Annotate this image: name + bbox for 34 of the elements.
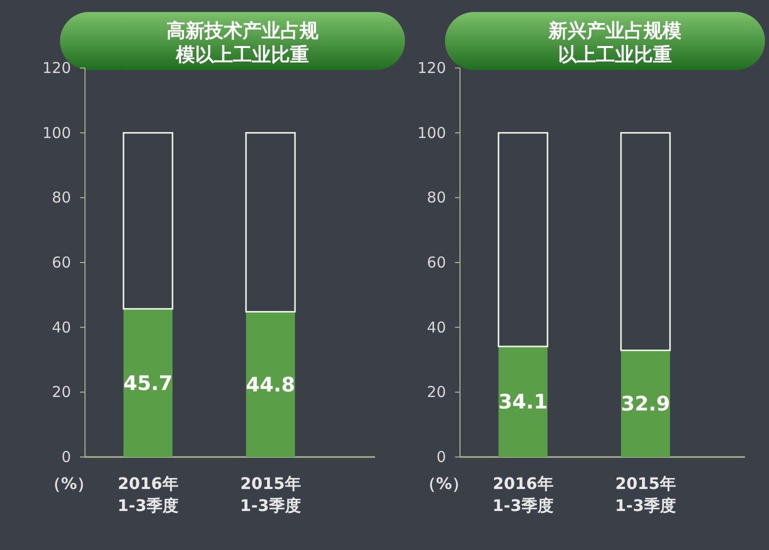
data-label: 44.8 bbox=[246, 372, 296, 396]
chart-title: 新兴产业占规模以上工业比重 bbox=[548, 20, 682, 66]
y-axis-title: （%） bbox=[45, 474, 94, 493]
y-tick-label: 20 bbox=[426, 383, 446, 402]
x-tick-label: 2015年 1-3季度 bbox=[615, 474, 676, 515]
y-tick-label: 60 bbox=[426, 254, 446, 272]
bar bbox=[620, 132, 671, 352]
x-tick-label: 2015年 1-3季度 bbox=[240, 474, 301, 515]
bar bbox=[246, 312, 295, 457]
bar bbox=[245, 132, 296, 313]
bar bbox=[498, 132, 548, 348]
chart-title: 高新技术产业占规模以上工业比重 bbox=[166, 20, 320, 66]
y-tick-label: 40 bbox=[426, 318, 446, 336]
bar bbox=[124, 308, 172, 457]
y-tick-label: 60 bbox=[52, 254, 71, 272]
bar bbox=[621, 350, 670, 457]
y-tick-label: 0 bbox=[436, 448, 446, 466]
data-label: 34.1 bbox=[498, 390, 548, 414]
x-tick-label: 2016年 1-3季度 bbox=[118, 474, 178, 515]
x-tick-label: 2016年 1-3季度 bbox=[492, 474, 554, 515]
y-tick-label: 100 bbox=[417, 124, 446, 142]
bar bbox=[498, 346, 548, 457]
y-tick-label: 120 bbox=[42, 59, 71, 77]
data-label: 45.7 bbox=[123, 370, 173, 395]
data-label: 32.9 bbox=[620, 392, 670, 416]
y-tick-label: 20 bbox=[52, 383, 71, 402]
bar bbox=[122, 132, 174, 310]
y-tick-label: 80 bbox=[426, 188, 446, 207]
y-tick-label: 0 bbox=[61, 448, 71, 466]
y-tick-label: 120 bbox=[417, 59, 446, 77]
y-tick-label: 100 bbox=[42, 124, 71, 142]
y-tick-label: 40 bbox=[52, 318, 71, 336]
y-axis-title: （%） bbox=[420, 474, 468, 493]
y-tick-label: 80 bbox=[52, 188, 71, 207]
